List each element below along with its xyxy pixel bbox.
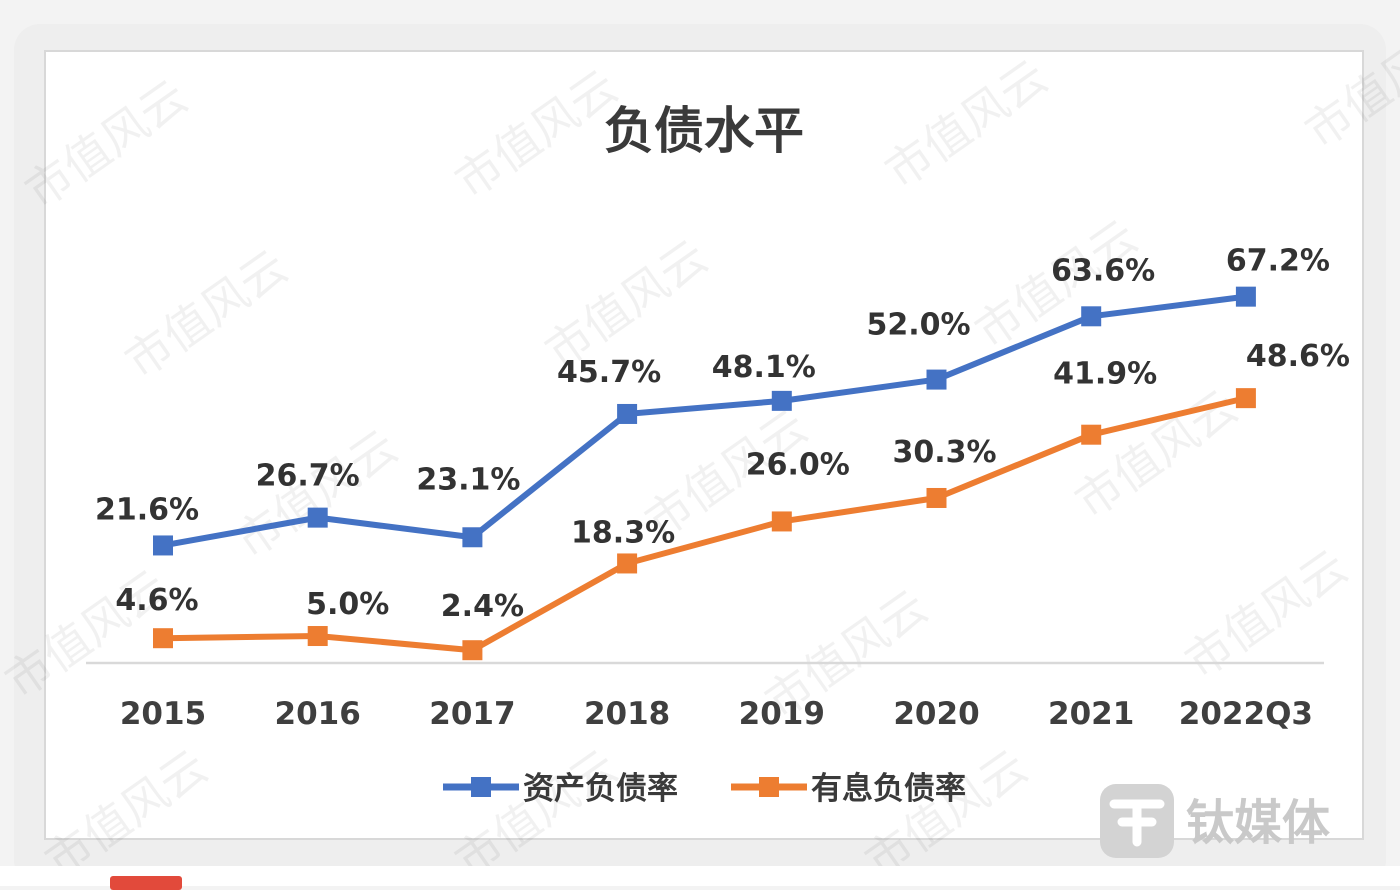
data-point-marker: [307, 507, 328, 528]
watermark-text: 市值风云: [225, 419, 407, 569]
data-point-marker: [1235, 286, 1256, 307]
watermark-text: 市值风云: [115, 239, 297, 389]
series-interest-bearing-debt-ratio: 4.6% 5.0% 2.4% 18.3% 26.0% 30.3% 41.9% 48.6%: [115, 339, 1350, 661]
data-point-marker: [1235, 388, 1256, 409]
data-label: 63.6%: [1051, 253, 1155, 288]
x-tick-label: 2018: [584, 696, 670, 732]
data-label: 21.6%: [95, 492, 199, 527]
watermark-text: 市值风云: [0, 559, 177, 709]
x-tick-label: 2015: [120, 696, 206, 732]
chart-card: [44, 50, 1364, 840]
data-point-marker: [153, 628, 173, 649]
data-label: 18.3%: [571, 515, 675, 550]
data-point-marker: [462, 640, 483, 661]
data-label: 26.7%: [256, 459, 360, 494]
data-label: 23.1%: [416, 462, 520, 497]
watermark-text: 市值风云: [1295, 9, 1400, 159]
data-point-marker: [1081, 424, 1102, 445]
data-label: 48.1%: [712, 350, 816, 385]
x-tick-label: 2020: [893, 696, 979, 732]
data-label: 48.6%: [1246, 339, 1350, 374]
brand-name: 钛媒体: [1186, 795, 1330, 851]
series-layer: 21.6% 26.7% 23.1% 45.7% 48.1% 52.0% 63.6% 67.2%…: [95, 244, 1350, 661]
x-axis-ticks: 2015 2016 2017 2018 2019 2020 2021 2022Q3: [120, 696, 1313, 732]
chart-title: 负债水平: [604, 102, 804, 160]
watermark-text: 市值风云: [15, 69, 197, 219]
bottom-strip: [0, 866, 1400, 886]
data-label: 2.4%: [441, 589, 524, 624]
data-point-marker: [307, 626, 328, 647]
legend-label: 资产负债率: [523, 771, 678, 807]
data-label: 30.3%: [892, 435, 996, 470]
legend-swatch-marker: [759, 777, 779, 797]
watermark-text: 市值风云: [1175, 539, 1357, 689]
watermark-text: 市值风云: [875, 49, 1057, 199]
series-asset-liability-ratio: 21.6% 26.7% 23.1% 45.7% 48.1% 52.0% 63.6% 67.2%: [95, 244, 1330, 556]
data-label: 4.6%: [115, 583, 198, 618]
bottom-tag: [110, 876, 182, 890]
x-tick-label: 2019: [739, 696, 825, 732]
data-label: 5.0%: [306, 587, 389, 622]
brand-logo: 钛媒体: [1100, 784, 1330, 858]
data-point-marker: [926, 369, 947, 390]
data-label: 67.2%: [1226, 244, 1330, 279]
data-label: 26.0%: [746, 447, 850, 482]
data-point-marker: [617, 553, 638, 574]
data-point-marker: [926, 487, 947, 508]
data-label: 41.9%: [1053, 357, 1157, 392]
data-point-marker: [617, 403, 638, 424]
watermark-text: 市值风云: [445, 739, 627, 886]
series-line: [162, 293, 1247, 549]
data-point-marker: [462, 527, 483, 548]
series-line: [162, 395, 1247, 654]
x-tick-label: 2016: [275, 696, 361, 732]
watermark-text: 市值风云: [855, 739, 1037, 886]
data-label: 45.7%: [557, 355, 661, 390]
legend: 资产负债率 有息负债率: [443, 771, 966, 807]
legend-label: 有息负债率: [811, 771, 966, 807]
x-tick-label: 2017: [429, 696, 515, 732]
watermark-text: 市值风云: [35, 739, 217, 886]
legend-swatch-marker: [471, 777, 491, 797]
watermark-text: 市值风云: [445, 59, 627, 209]
data-point-marker: [153, 535, 173, 556]
data-point-marker: [771, 511, 792, 532]
data-point-marker: [771, 390, 792, 411]
data-point-marker: [1081, 306, 1102, 327]
data-label: 52.0%: [866, 308, 970, 343]
x-tick-label: 2022Q3: [1179, 696, 1313, 732]
x-tick-label: 2021: [1048, 696, 1134, 732]
